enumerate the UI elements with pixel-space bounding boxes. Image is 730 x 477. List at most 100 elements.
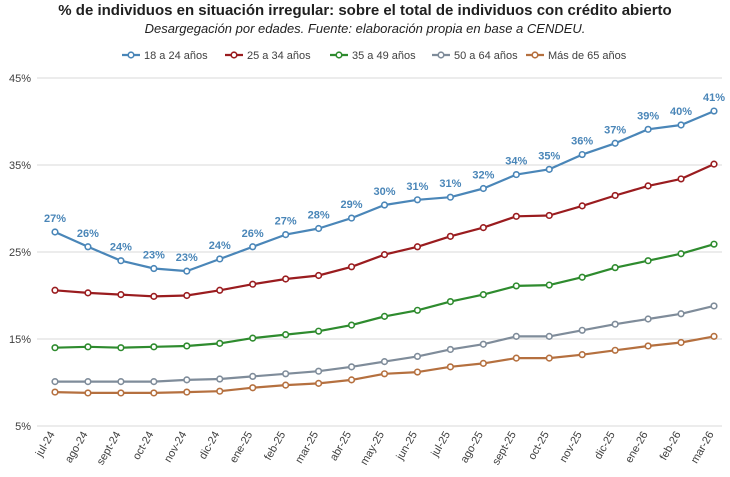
data-point: [479, 291, 487, 299]
data-point: [413, 368, 422, 376]
data-point: [183, 376, 191, 384]
data-point: [611, 346, 619, 354]
data-point: [347, 263, 356, 271]
data-point: [347, 363, 356, 371]
data-point: [644, 342, 652, 350]
data-point: [677, 175, 685, 183]
data-point: [117, 257, 125, 265]
data-point: [578, 150, 586, 159]
data-label: 24%: [209, 240, 231, 252]
y-tick-label: 25%: [9, 247, 31, 259]
legend-marker: [230, 51, 238, 59]
data-point: [380, 370, 389, 378]
data-point: [611, 191, 619, 200]
data-point: [150, 378, 158, 386]
x-tick-label: jul-24: [33, 430, 57, 460]
data-point: [446, 193, 455, 201]
data-point: [677, 338, 685, 347]
data-point: [446, 232, 455, 240]
data-label: 23%: [143, 250, 165, 262]
legend-label: 50 a 64 años: [454, 50, 518, 62]
data-label: 40%: [670, 106, 692, 118]
data-point: [249, 280, 257, 288]
data-point: [117, 378, 125, 386]
x-tick-label: ene-25: [228, 430, 256, 466]
data-point: [282, 381, 290, 389]
legend-label: 18 a 24 años: [144, 50, 208, 62]
legend-label: Más de 65 años: [548, 50, 627, 62]
x-tick-label: sept-24: [95, 430, 124, 468]
data-point: [479, 184, 487, 193]
data-point: [216, 255, 224, 263]
x-tick-label: feb-26: [658, 430, 684, 463]
data-point: [117, 389, 125, 397]
data-label: 37%: [604, 124, 626, 136]
x-tick-label: may-25: [358, 430, 387, 468]
data-label: 29%: [341, 199, 363, 211]
data-point: [710, 302, 718, 310]
data-point: [710, 160, 718, 168]
x-tick-label: ago-25: [458, 429, 486, 465]
data-point: [512, 282, 520, 290]
data-point: [51, 378, 59, 386]
data-point: [644, 125, 652, 133]
data-point: [216, 375, 224, 383]
data-point: [644, 257, 652, 265]
data-point: [677, 310, 685, 318]
data-point: [315, 327, 323, 335]
data-point: [347, 214, 356, 222]
data-point: [51, 344, 59, 352]
data-point: [578, 351, 586, 359]
data-point: [249, 372, 257, 381]
data-point: [150, 264, 158, 273]
legend-label: 25 a 34 años: [247, 50, 311, 62]
data-point: [51, 388, 59, 396]
data-point: [512, 212, 520, 220]
data-point: [380, 201, 389, 209]
data-label: 28%: [308, 210, 330, 222]
series-5: [51, 332, 718, 397]
data-point: [117, 344, 125, 352]
data-point: [578, 273, 586, 281]
data-point: [249, 243, 257, 251]
data-point: [446, 363, 455, 371]
x-tick-label: abr-25: [328, 430, 354, 464]
data-point: [84, 243, 92, 251]
data-point: [183, 267, 191, 275]
data-point: [479, 340, 487, 348]
y-tick-label: 35%: [9, 160, 31, 172]
y-tick-label: 5%: [15, 421, 31, 433]
legend-marker: [437, 51, 445, 59]
data-point: [282, 370, 290, 378]
data-point: [644, 182, 652, 190]
data-point: [315, 367, 323, 375]
data-point: [150, 343, 158, 351]
x-tick-label: oct-24: [131, 430, 157, 462]
data-point: [545, 211, 553, 220]
data-point: [150, 292, 158, 300]
data-label: 32%: [472, 169, 494, 181]
data-label: 26%: [77, 228, 99, 240]
legend-marker: [531, 51, 539, 59]
data-point: [380, 312, 389, 320]
data-point: [249, 384, 257, 392]
data-point: [413, 306, 422, 314]
series-2: [51, 160, 718, 300]
data-label: 31%: [406, 181, 428, 193]
data-point: [413, 243, 422, 251]
x-tick-label: dic-24: [197, 430, 222, 462]
data-point: [677, 250, 685, 258]
series-3: [51, 240, 718, 352]
data-point: [644, 315, 652, 323]
data-point: [710, 240, 718, 248]
x-tick-label: ene-26: [623, 430, 651, 466]
y-tick-label: 45%: [9, 73, 31, 85]
data-label: 36%: [571, 136, 593, 148]
data-point: [84, 289, 92, 297]
data-point: [315, 271, 323, 280]
data-label: 34%: [505, 156, 527, 168]
x-tick-label: jun-25: [394, 430, 420, 463]
chart-title: % de individuos en situación irregular: …: [58, 2, 672, 19]
data-point: [677, 121, 685, 129]
